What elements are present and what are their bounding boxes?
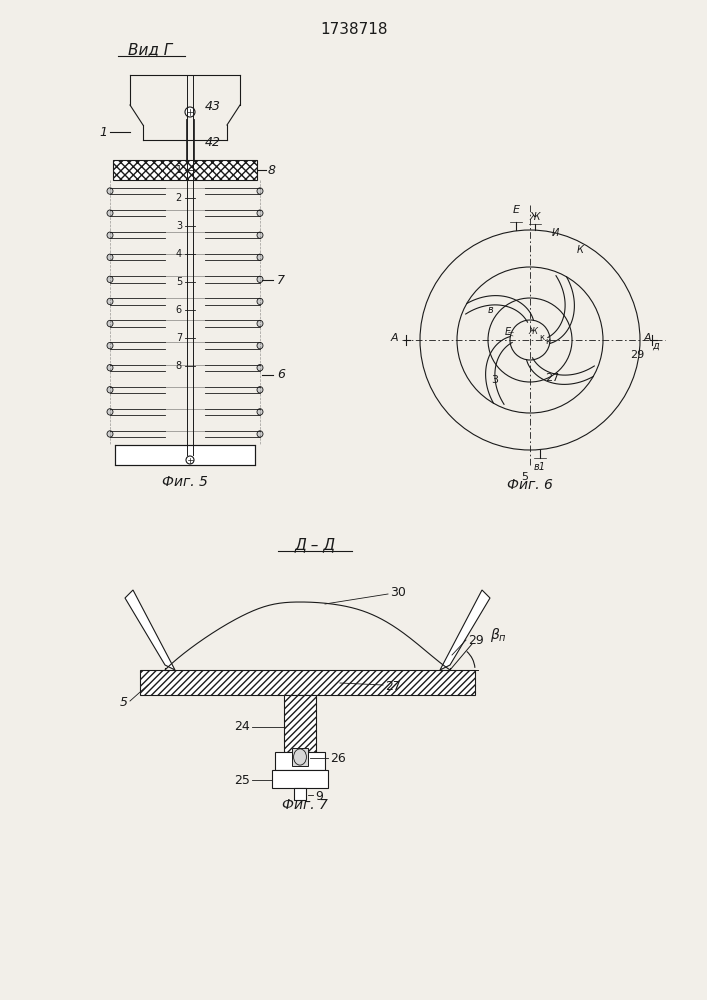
Text: Фиг. 7: Фиг. 7 <box>282 798 328 812</box>
Bar <box>113 160 257 180</box>
Text: 29: 29 <box>468 634 484 647</box>
Text: 29: 29 <box>630 350 644 360</box>
Text: д: д <box>652 341 659 351</box>
Ellipse shape <box>257 409 263 415</box>
Ellipse shape <box>257 276 263 283</box>
Text: 2: 2 <box>176 193 182 203</box>
Text: 3: 3 <box>491 375 498 385</box>
Text: 1738718: 1738718 <box>320 22 387 37</box>
Ellipse shape <box>107 298 113 305</box>
Ellipse shape <box>107 210 113 216</box>
Text: 26: 26 <box>330 752 346 764</box>
Text: 5: 5 <box>120 696 128 710</box>
Bar <box>272 770 328 788</box>
Text: Вид Г: Вид Г <box>128 42 172 57</box>
Text: 3: 3 <box>176 221 182 231</box>
Circle shape <box>186 456 194 464</box>
Text: Ж: Ж <box>529 328 537 336</box>
Ellipse shape <box>257 365 263 371</box>
Text: 9: 9 <box>315 790 323 804</box>
Bar <box>140 670 475 695</box>
Ellipse shape <box>257 387 263 393</box>
Ellipse shape <box>107 342 113 349</box>
Text: 8: 8 <box>176 361 182 371</box>
Ellipse shape <box>257 232 263 238</box>
Ellipse shape <box>107 409 113 415</box>
Text: 30: 30 <box>390 585 406 598</box>
Ellipse shape <box>107 320 113 327</box>
Text: 42: 42 <box>205 135 221 148</box>
Text: 7: 7 <box>176 333 182 343</box>
Ellipse shape <box>107 188 113 194</box>
Text: 6: 6 <box>176 305 182 315</box>
Text: 5: 5 <box>176 277 182 287</box>
Ellipse shape <box>257 431 263 437</box>
Ellipse shape <box>257 342 263 349</box>
Text: А: А <box>644 333 652 343</box>
Bar <box>284 695 316 752</box>
Text: в1: в1 <box>534 462 546 472</box>
Text: 6: 6 <box>277 368 285 381</box>
Ellipse shape <box>257 254 263 260</box>
Text: 43: 43 <box>205 101 221 113</box>
Circle shape <box>185 107 195 117</box>
Ellipse shape <box>107 365 113 371</box>
Bar <box>292 748 308 766</box>
Text: к: к <box>539 332 544 342</box>
Text: 24: 24 <box>234 720 250 734</box>
Text: 4: 4 <box>176 249 182 259</box>
Text: И: И <box>551 228 559 238</box>
Polygon shape <box>440 590 490 670</box>
Text: А: А <box>390 333 398 343</box>
Ellipse shape <box>257 320 263 327</box>
Ellipse shape <box>257 298 263 305</box>
Bar <box>275 752 325 770</box>
Text: Д – Д: Д – Д <box>294 538 336 552</box>
Text: Фиг. 6: Фиг. 6 <box>507 478 553 492</box>
Ellipse shape <box>107 276 113 283</box>
Text: 8: 8 <box>268 163 276 176</box>
Text: 5: 5 <box>522 472 529 482</box>
Ellipse shape <box>107 232 113 238</box>
Text: в: в <box>487 305 493 315</box>
Text: 25: 25 <box>234 774 250 786</box>
Text: Е: Е <box>513 205 520 215</box>
Text: к: к <box>545 338 551 347</box>
Bar <box>294 788 306 800</box>
Text: 27: 27 <box>385 680 401 694</box>
Ellipse shape <box>107 387 113 393</box>
Text: 1: 1 <box>176 165 182 175</box>
Text: К: К <box>577 245 583 255</box>
Ellipse shape <box>257 210 263 216</box>
Bar <box>115 445 255 465</box>
Ellipse shape <box>107 431 113 437</box>
Ellipse shape <box>107 254 113 260</box>
Polygon shape <box>125 590 175 670</box>
Text: Ж: Ж <box>530 212 540 222</box>
Text: 27: 27 <box>545 373 559 383</box>
Text: Фиг. 5: Фиг. 5 <box>162 475 208 489</box>
Text: 1: 1 <box>99 125 107 138</box>
Ellipse shape <box>257 188 263 194</box>
Text: $\beta_п$: $\beta_п$ <box>490 626 507 644</box>
Text: 7: 7 <box>277 273 285 286</box>
Text: Е: Е <box>505 327 511 337</box>
